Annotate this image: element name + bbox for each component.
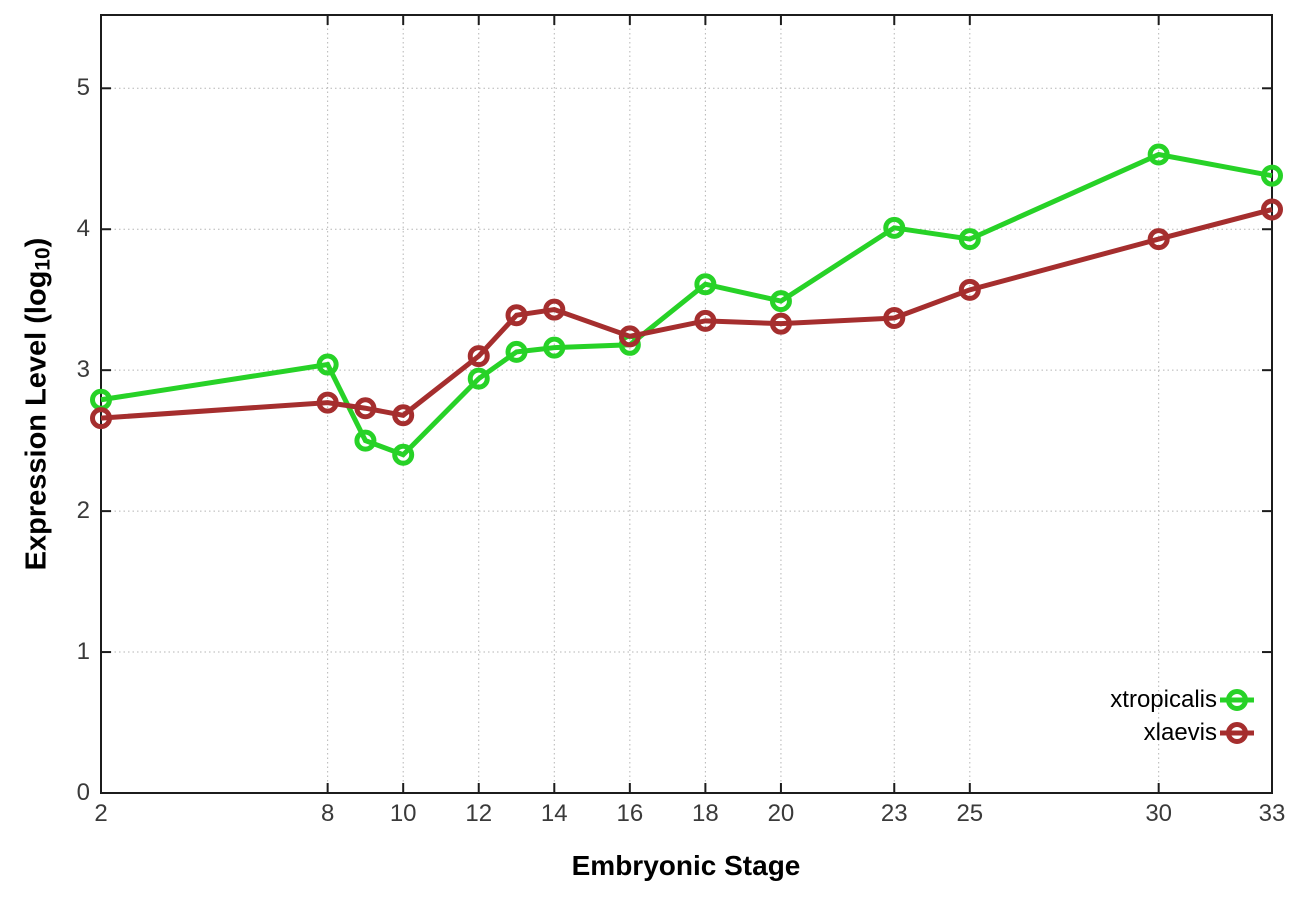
y-tick-label: 1 [76,638,90,666]
marker-xlaevis [90,407,112,430]
marker-xlaevis [694,309,717,332]
y-tick-label: 3 [76,356,90,384]
marker-xtropicalis [769,290,792,313]
marker-xtropicalis [316,353,339,376]
marker-xlaevis [769,312,792,335]
y-axis-title-text: Expression Level (log [20,270,53,571]
legend-label-xtropicalis: xtropicalis [1110,686,1217,713]
marker-xtropicalis [883,216,906,239]
marker-xlaevis [392,404,415,427]
marker-xtropicalis [467,367,490,390]
marker-xtropicalis [543,336,566,359]
marker-xlaevis [505,304,528,327]
y-tick-label: 0 [76,779,90,806]
marker-xlaevis [1261,198,1283,221]
marker-xlaevis [958,278,981,301]
legend-label-xlaevis: xlaevis [1143,719,1217,746]
marker-xlaevis [883,307,906,330]
legend-sample-marker-xtropicalis [1226,689,1248,711]
x-tick-label: 20 [767,800,795,827]
y-tick-label: 2 [76,497,90,525]
x-tick-label: 18 [692,800,719,827]
marker-xlaevis [354,397,377,420]
legend-sample-marker-xlaevis [1226,722,1248,744]
x-tick-label: 8 [320,800,335,827]
marker-xtropicalis [505,340,528,363]
marker-xlaevis [1147,228,1170,251]
x-tick-label: 14 [540,800,568,827]
marker-xlaevis [618,325,641,348]
x-tick-label: 23 [880,800,908,827]
y-axis-title-suffix: ) [20,237,53,248]
marker-xtropicalis [1261,164,1283,187]
marker-xtropicalis [354,429,377,452]
marker-xtropicalis [694,273,717,296]
x-tick-label: 16 [616,800,644,827]
y-axis-title: Expression Level (log10) [20,237,55,571]
y-axis-title-subscript: 10 [31,247,55,271]
marker-xtropicalis [1147,143,1170,166]
series-line-xlaevis [100,207,1273,421]
marker-xlaevis [316,391,339,414]
marker-xtropicalis [958,228,981,251]
y-tick-label: 4 [76,215,90,243]
x-tick-label: 12 [465,800,493,827]
marker-xlaevis [467,345,490,368]
y-tick-label: 5 [76,74,90,102]
plot-border [100,14,1273,794]
x-tick-label: 33 [1258,800,1286,827]
marker-xlaevis [543,298,566,321]
x-tick-label: 2 [94,800,108,827]
x-tick-label: 10 [389,800,417,827]
series-line-xtropicalis [100,151,1273,458]
x-tick-label: 30 [1145,800,1173,827]
x-axis-title: Embryonic Stage [571,850,801,881]
x-tick-label: 25 [956,800,984,827]
marker-xtropicalis [392,443,415,466]
